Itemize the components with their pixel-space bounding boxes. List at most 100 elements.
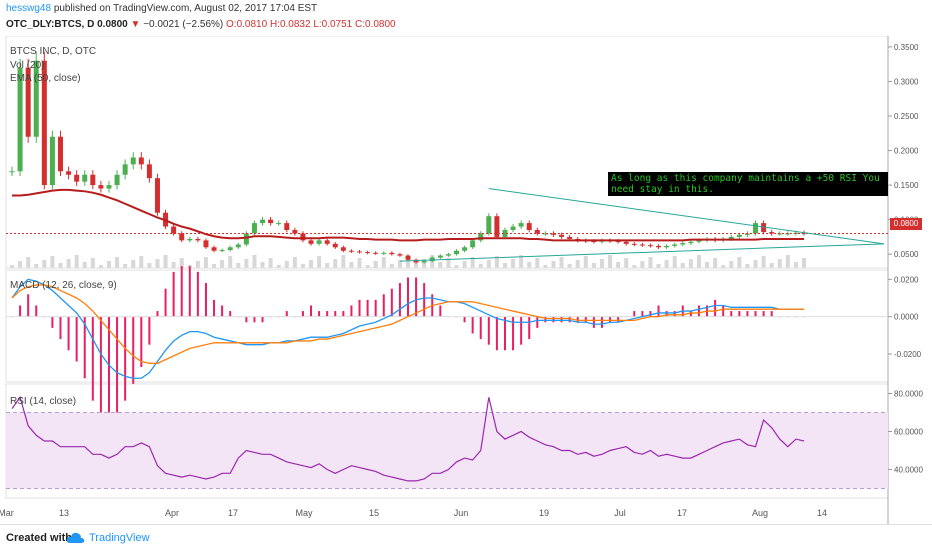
volume-bar xyxy=(551,261,556,268)
candle-body xyxy=(308,240,314,244)
chart-canvas[interactable]: 0.35000.30000.25000.20000.15000.10000.05… xyxy=(0,36,932,524)
macd-histogram-bar xyxy=(374,299,377,317)
candle-body xyxy=(639,244,645,246)
tradingview-cloud-icon xyxy=(66,532,85,543)
candle-body xyxy=(502,230,508,237)
volume-bar xyxy=(139,256,144,268)
volume-bar xyxy=(357,258,362,268)
rsi-band xyxy=(6,412,888,489)
volume-bar xyxy=(672,256,677,268)
candle-body xyxy=(82,174,88,182)
macd-histogram-bar xyxy=(398,283,401,317)
volume-bar xyxy=(106,261,111,268)
x-axis-label: 13 xyxy=(59,508,69,518)
candle-body xyxy=(429,257,435,262)
rsi-label: RSI (14, close) xyxy=(10,396,77,407)
macd-histogram-bar xyxy=(253,316,256,323)
candle-body xyxy=(437,255,443,258)
candle-body xyxy=(656,245,662,248)
volume-bar xyxy=(414,263,419,268)
candle-body xyxy=(284,223,290,230)
candle-body xyxy=(292,230,298,234)
candle-body xyxy=(251,223,257,234)
volume-bar xyxy=(535,258,540,268)
candle-body xyxy=(647,245,653,247)
macd-histogram-bar xyxy=(697,305,700,317)
macd-histogram-bar xyxy=(479,316,482,340)
candle-body xyxy=(324,240,330,244)
volume-bar xyxy=(317,256,322,268)
candle-body xyxy=(518,223,524,227)
macd-histogram-bar xyxy=(673,311,676,317)
volume-bar xyxy=(260,262,265,268)
volume-bar xyxy=(753,260,758,268)
author-link[interactable]: hesswg48 xyxy=(6,3,52,14)
candle-body xyxy=(526,223,532,230)
candle-body xyxy=(316,240,322,244)
y-tick-label: 0.3500 xyxy=(894,43,919,52)
macd-histogram-bar xyxy=(301,311,304,317)
rsi-line xyxy=(11,395,805,482)
candle-body xyxy=(203,240,209,248)
candle-body xyxy=(17,67,23,172)
macd-histogram-bar xyxy=(148,316,151,345)
candle-body xyxy=(268,219,274,224)
y-tick-label: 80.0000 xyxy=(894,390,923,399)
candle-body xyxy=(9,171,15,173)
candle-body xyxy=(41,60,47,186)
y-tick-label: 60.0000 xyxy=(894,428,923,437)
volume-bar xyxy=(616,262,621,268)
volume-bar xyxy=(793,262,798,268)
volume-bar xyxy=(470,257,475,268)
macd-histogram-bar xyxy=(641,311,644,317)
volume-bar xyxy=(721,265,726,268)
candle-body xyxy=(33,60,39,137)
candle-body xyxy=(348,250,354,252)
volume-bar xyxy=(42,260,47,268)
candle-body xyxy=(462,247,468,251)
macd-histogram-bar xyxy=(722,305,725,317)
volume-bar xyxy=(90,258,95,268)
macd-histogram-bar xyxy=(342,311,345,317)
candle-body xyxy=(761,223,767,233)
volume-bar xyxy=(406,256,410,268)
y-tick-label: 0.0000 xyxy=(894,313,919,322)
candle-body xyxy=(25,67,31,137)
volume-bar xyxy=(10,265,14,268)
tradingview-brand[interactable]: TradingView xyxy=(89,532,150,544)
price-tag: 0.0800 xyxy=(890,218,922,230)
macd-histogram-bar xyxy=(229,311,232,317)
chart-header: hesswg48 published on TradingView.com, A… xyxy=(0,0,932,36)
candle-body xyxy=(413,259,419,263)
macd-histogram-bar xyxy=(560,316,563,323)
y-tick-label: 0.3000 xyxy=(894,77,919,86)
macd-histogram-bar xyxy=(326,311,329,317)
volume-bar xyxy=(777,259,782,268)
volume-bar xyxy=(212,264,217,268)
volume-bar xyxy=(171,262,176,268)
volume-bar xyxy=(696,255,701,268)
created-with-text: Created with xyxy=(6,532,73,544)
volume-bar xyxy=(688,259,693,268)
volume-bar xyxy=(349,262,354,268)
volume-bar xyxy=(632,265,637,268)
macd-histogram-bar xyxy=(390,288,393,317)
candle-body xyxy=(260,219,266,224)
volume-bar xyxy=(325,263,330,268)
macd-histogram-bar xyxy=(172,271,175,317)
candle-body xyxy=(357,251,363,253)
macd-histogram-bar xyxy=(310,305,313,317)
volume-bar xyxy=(381,257,386,268)
macd-histogram-bar xyxy=(600,316,603,328)
volume-bar xyxy=(220,260,225,268)
candle-body xyxy=(235,244,241,248)
ohlc-values: O:0.0810 H:0.0832 L:0.0751 C:0.0800 xyxy=(226,19,396,30)
candle-body xyxy=(57,136,63,172)
signal-line xyxy=(11,284,804,364)
candle-body xyxy=(373,252,379,254)
macd-histogram-bar xyxy=(633,311,636,317)
x-axis-label: 19 xyxy=(539,508,549,518)
candle-body xyxy=(276,223,282,225)
volume-bar xyxy=(58,263,63,268)
volume-bar xyxy=(575,260,580,268)
